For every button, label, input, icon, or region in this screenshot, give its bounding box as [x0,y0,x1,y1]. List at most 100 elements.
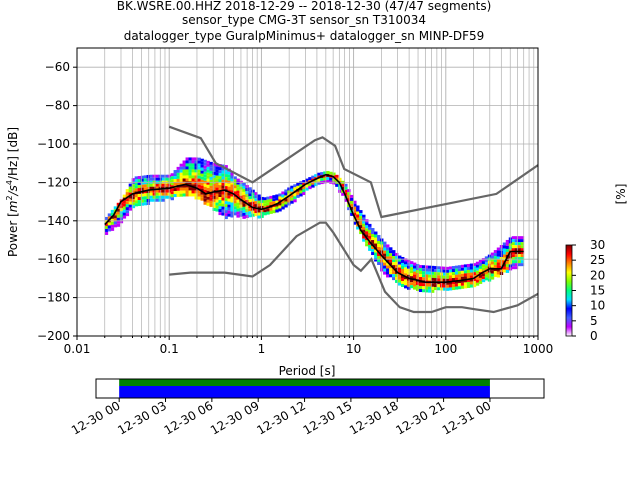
pdf-cell [266,196,270,200]
pdf-cell [170,173,174,177]
pdf-cell [170,194,174,198]
pdf-cell [433,278,438,282]
pdf-cell [463,282,468,286]
pdf-cell [224,204,228,208]
pdf-cell [451,266,456,270]
pdf-cell [188,175,192,179]
pdf-cell [251,213,255,217]
pdf-cell [284,198,288,202]
pdf-cell [448,287,453,291]
pdf-cell [251,204,255,208]
pdf-cell [263,212,267,216]
pdf-cell [218,212,222,216]
pdf-cell [197,181,201,185]
y-tick-label: −200 [37,329,70,343]
pdf-cell [263,200,267,204]
pdf-cell [233,179,237,183]
pdf-cell [505,248,510,252]
pdf-cell [454,274,459,278]
pdf-cell [392,277,396,281]
pdf-cell [188,172,192,176]
pdf-cell [493,253,498,257]
new-low-noise-model [169,221,539,314]
pdf-cell [511,263,516,267]
pdf-cell [269,210,273,214]
pdf-cell [371,246,375,250]
pdf-cell [356,217,360,221]
pdf-cell [418,289,423,293]
pdf-cell [206,175,210,179]
pdf-cell [383,268,387,272]
pdf-cell [281,206,285,210]
pdf-cell [344,192,348,196]
pdf-cell [398,258,402,262]
chart-title: BK.WSRE.00.HHZ 2018-12-29 -- 2018-12-30 … [117,0,492,43]
pdf-cell [475,267,480,271]
pdf-cell [481,276,486,280]
pdf-cell [496,262,501,266]
pdf-cell [514,236,519,240]
pdf-cell [149,195,154,199]
pdf-cell [374,249,378,253]
pdf-cell [317,172,321,176]
pdf-cell [478,280,483,284]
pdf-cell [520,248,525,252]
pdf-cell [466,281,471,285]
pdf-cell [257,197,261,201]
pdf-cell [251,192,255,196]
pdf-cell [200,197,204,201]
pdf-cell [233,206,237,210]
pdf-cell [233,191,237,195]
pdf-cell [463,276,468,280]
pdf-cell [407,265,411,269]
pdf-cell [200,194,204,198]
pdf-cell [221,203,225,207]
pdf-cell [484,259,489,263]
pdf-cell [427,289,432,293]
pdf-cell [389,256,393,260]
pdf-cell [230,181,234,185]
pdf-cell [344,183,348,187]
pdf-cell [341,192,345,196]
pdf-cell [206,169,210,173]
pdf-cell [236,193,240,197]
pdf-cell [383,265,387,269]
pdf-cell [215,199,219,203]
pdf-cell [215,193,219,197]
pdf-cell [227,186,231,190]
grid-lines [76,48,539,337]
pdf-cell [218,170,222,174]
pdf-cell [380,238,384,242]
pdf-cell [401,256,405,260]
pdf-cell [451,272,456,276]
pdf-cell [209,188,213,192]
pdf-cell [436,266,441,270]
pdf-cell [176,181,180,185]
pdf-cell [263,203,267,207]
pdf-cell [140,184,145,188]
pdf-cell [257,209,261,213]
pdf-cell [421,271,426,275]
pdf-cell [191,184,195,188]
pdf-cell [104,216,109,220]
pdf-cell [475,264,480,268]
pdf-cell [194,184,198,188]
pdf-cell [457,274,462,278]
pdf-cell [496,256,501,260]
pdf-cell [206,199,210,203]
pdf-cell [281,191,285,195]
title-line-3: datalogger_type GuralpMinimus+ datalogge… [124,29,485,43]
pdf-cell [122,215,127,219]
pdf-cell [374,252,378,256]
pdf-cell [398,261,402,265]
pdf-cell [401,277,405,281]
pdf-cell [131,184,136,188]
pdf-cell [230,172,234,176]
pdf-cell [110,227,115,231]
pdf-cell [424,286,429,290]
pdf-cell [209,170,213,174]
pdf-cell [404,276,408,280]
y-tick-label: −60 [45,60,70,74]
pdf-cell [221,200,225,204]
